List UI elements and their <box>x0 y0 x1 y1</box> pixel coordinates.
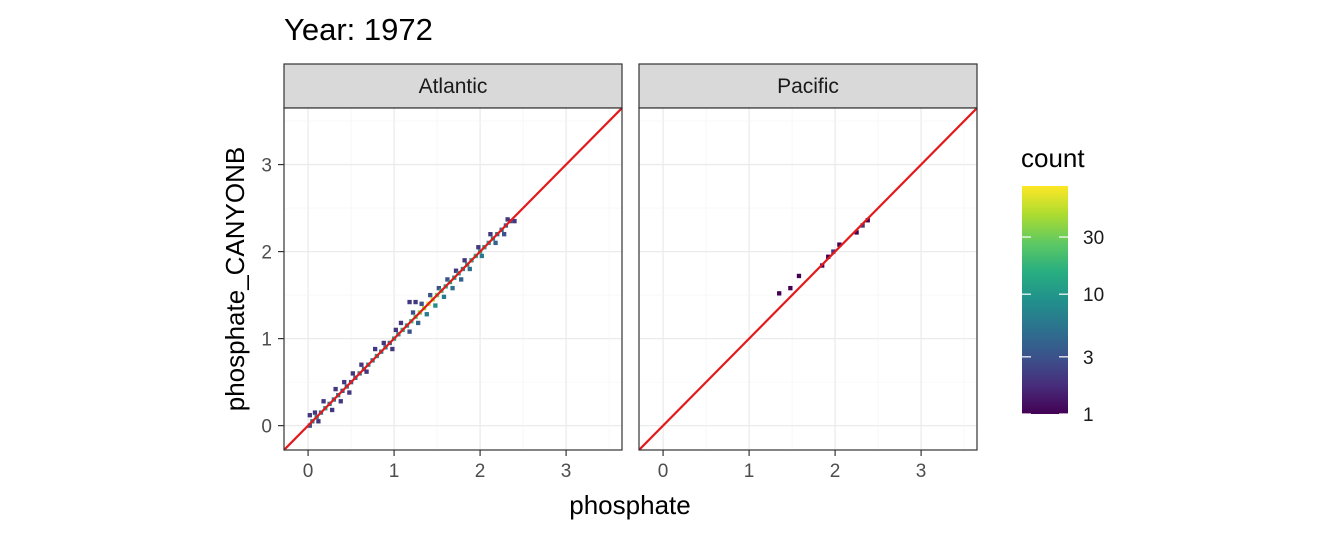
y-tick-label: 3 <box>261 156 272 177</box>
bin-cell <box>424 312 429 317</box>
bin-cell <box>321 399 326 404</box>
panel-atlantic: Atlantic <box>283 63 623 451</box>
y-tick-label: 0 <box>261 417 272 438</box>
bin-cell <box>307 423 312 428</box>
bin-cell <box>342 379 347 385</box>
bin-cell <box>476 245 481 250</box>
bin-cell <box>488 232 493 237</box>
bin-cell <box>865 218 870 223</box>
strip-label-pacific: Pacific <box>777 75 839 98</box>
bin-cell <box>407 299 412 305</box>
bin-cell <box>860 223 865 228</box>
bin-cell <box>347 390 352 395</box>
bin-cell <box>373 346 378 352</box>
bin-cell <box>338 399 343 404</box>
bin-cell <box>390 346 395 352</box>
bin-cell <box>796 273 802 279</box>
legend: count 1 3 10 30 <box>1021 143 1104 426</box>
plot-border-pacific <box>638 107 978 451</box>
bin-cell <box>428 292 433 298</box>
bin-cell <box>505 217 510 222</box>
bin-cell <box>333 386 338 392</box>
bin-cell <box>436 285 441 291</box>
bin-cell <box>479 253 484 259</box>
gridlines-atlantic <box>284 108 622 450</box>
bin-cell <box>413 299 418 305</box>
x-tick-label: 0 <box>303 461 314 482</box>
legend-ticks: 1 3 10 30 <box>1022 228 1104 426</box>
strip-label-atlantic: Atlantic <box>419 75 488 98</box>
x-tick-label: 2 <box>475 461 486 482</box>
reference-line-atlantic <box>284 108 622 450</box>
x-tick-label: 0 <box>658 461 669 482</box>
legend-title: count <box>1021 143 1085 173</box>
y-axis: 0 1 2 3 <box>261 156 284 438</box>
gridlines-pacific <box>639 108 977 450</box>
x-tick-label: 1 <box>744 461 755 482</box>
bin-cell <box>350 371 355 376</box>
reference-line-pacific <box>639 108 977 450</box>
x-axis-atlantic: 0 1 2 3 <box>303 450 572 482</box>
bin-cell <box>393 327 398 333</box>
y-tick-label: 2 <box>261 243 272 264</box>
bin-cell <box>462 258 467 263</box>
x-tick-label: 3 <box>561 461 572 482</box>
bin-cell <box>788 285 793 291</box>
bin-cell <box>837 242 842 247</box>
bin-cell <box>416 320 421 326</box>
bin-cell <box>359 362 364 367</box>
bin-cell <box>316 419 321 424</box>
bin-cell <box>777 291 782 296</box>
legend-label: 1 <box>1083 405 1094 426</box>
bin-cell <box>312 410 318 415</box>
chart-title: Year: 1972 <box>284 12 433 47</box>
bin-cell <box>467 266 472 272</box>
bin-cell <box>450 285 455 291</box>
y-axis-title: phosphate_CANYONB <box>220 147 250 411</box>
bin-cell <box>831 249 836 254</box>
x-tick-label: 2 <box>830 461 841 482</box>
bin-cell <box>502 232 507 237</box>
bin-cell <box>433 303 438 308</box>
legend-label: 30 <box>1083 228 1104 249</box>
x-tick-label: 1 <box>389 461 400 482</box>
plot-border-atlantic <box>283 107 623 451</box>
bin-cell <box>441 294 447 300</box>
bin-cell <box>307 413 312 418</box>
bin-cell <box>419 301 424 306</box>
panel-pacific: Pacific <box>638 63 978 451</box>
bin-cell <box>330 407 335 413</box>
bin-cell <box>826 254 831 259</box>
legend-label: 3 <box>1083 348 1094 369</box>
bin-cell <box>381 340 386 346</box>
strip-pacific <box>638 63 978 109</box>
bin-cell <box>854 230 859 235</box>
bin-cell <box>398 320 404 326</box>
bin-cell <box>445 277 450 282</box>
legend-colorbar <box>1022 186 1068 414</box>
strip-atlantic <box>283 63 623 109</box>
bin-cell <box>459 277 464 282</box>
bin-cell <box>364 369 369 374</box>
bin-cell <box>512 218 517 224</box>
x-axis-pacific: 0 1 2 3 <box>658 450 927 482</box>
bin-cell <box>493 240 498 246</box>
y-tick-label: 1 <box>261 330 272 351</box>
bin-cell <box>453 268 459 273</box>
legend-label: 10 <box>1083 285 1104 306</box>
x-tick-label: 3 <box>916 461 927 482</box>
bin-cell <box>407 329 412 334</box>
x-axis-title: phosphate <box>569 490 690 520</box>
bin-cell <box>410 310 416 315</box>
